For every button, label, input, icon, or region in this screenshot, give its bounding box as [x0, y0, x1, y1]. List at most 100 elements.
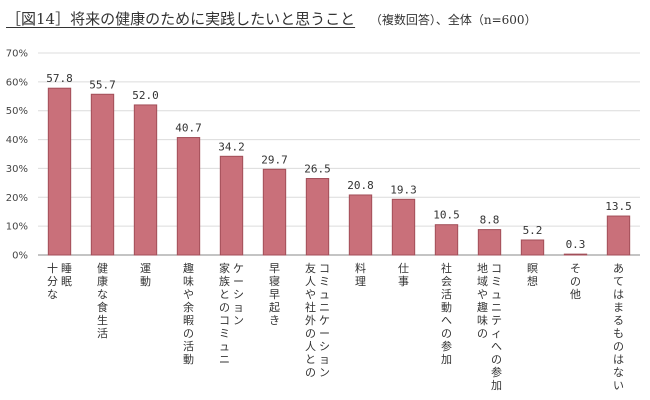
- category-label: 社: [305, 300, 316, 314]
- chart-title-block: ［図14］将来の健康のために実践したいと思うこと （複数回答）、全体（n=600…: [6, 8, 537, 29]
- category-label: や: [477, 288, 488, 301]
- y-tick-label: 30%: [6, 164, 28, 175]
- category-label: 活: [97, 327, 108, 340]
- category-label: 活: [441, 288, 452, 301]
- data-label: 55.7: [89, 78, 116, 91]
- data-label: 57.8: [46, 72, 73, 85]
- category-label: の: [441, 327, 452, 340]
- category-label: 社: [441, 261, 452, 275]
- bar: [391, 198, 416, 256]
- category-label: 暇: [183, 314, 194, 327]
- category-label: あ: [613, 262, 624, 275]
- data-label: 10.5: [433, 209, 460, 222]
- category-label: 域: [477, 275, 488, 288]
- category-label: 寝: [269, 274, 280, 288]
- category-label: ミ: [219, 327, 230, 340]
- category-label: ー: [233, 275, 244, 288]
- category-label: シ: [319, 340, 330, 353]
- category-label: 睡: [61, 262, 72, 275]
- category-label: ィ: [491, 327, 502, 340]
- category-label: 族: [219, 274, 230, 288]
- category-label: ニ: [319, 301, 330, 314]
- category-label: 想: [527, 274, 538, 288]
- category-label: 分: [47, 275, 58, 288]
- category-label: 参: [491, 365, 502, 379]
- category-label: や: [305, 288, 316, 301]
- category-label: ニ: [219, 353, 230, 366]
- y-axis: 0% 10% 20% 30% 40% 50% 60% 70%: [6, 49, 28, 262]
- category-label: て: [613, 275, 624, 288]
- category-label: コ: [491, 262, 502, 275]
- category-label: 健: [97, 262, 108, 275]
- data-label: 34.2: [218, 140, 245, 153]
- category-label: ま: [613, 301, 624, 314]
- y-tick-label: 20%: [6, 193, 28, 204]
- category-label: ョ: [233, 301, 244, 314]
- category-label: ョ: [319, 353, 330, 366]
- category-label: そ: [570, 262, 581, 275]
- category-label: 会: [441, 275, 452, 288]
- category-label: 事: [398, 275, 409, 288]
- data-label: 5.2: [523, 224, 543, 237]
- category-label: 理: [355, 275, 366, 288]
- y-tick-label: 60%: [6, 77, 28, 88]
- category-label: コ: [219, 314, 230, 327]
- bar: [348, 194, 373, 256]
- bar: [90, 93, 115, 256]
- category-label: 動: [183, 352, 194, 366]
- category-label: の: [491, 353, 502, 366]
- y-tick-label: 40%: [6, 135, 28, 146]
- category-label: ミ: [319, 275, 330, 288]
- category-label: も: [613, 327, 624, 340]
- category-label: 動: [140, 274, 151, 288]
- gridlines: [38, 52, 640, 256]
- category-label: 余: [183, 300, 194, 314]
- data-label: 40.7: [175, 122, 202, 135]
- category-label: 活: [183, 340, 194, 353]
- category-label: ミ: [491, 275, 502, 288]
- data-label: 20.8: [347, 179, 374, 192]
- y-tick-label: 10%: [6, 222, 28, 233]
- category-label: シ: [233, 288, 244, 301]
- category-label: 起: [269, 301, 280, 314]
- category-label: ケ: [233, 262, 244, 275]
- category-label: の: [305, 366, 316, 379]
- category-label: 他: [570, 288, 581, 301]
- category-label: の: [477, 327, 488, 340]
- bar: [133, 104, 158, 256]
- category-label: き: [269, 314, 280, 327]
- y-tick-label: 0%: [12, 251, 28, 262]
- category-label: 生: [97, 313, 108, 327]
- category-label: 趣: [477, 300, 488, 314]
- data-label: 0.3: [566, 238, 586, 251]
- category-label: の: [570, 275, 581, 288]
- data-label: 13.5: [605, 200, 632, 213]
- category-label: へ: [441, 314, 452, 327]
- category-label: へ: [491, 340, 502, 353]
- category-label: コ: [319, 262, 330, 275]
- category-label: ー: [319, 327, 330, 340]
- category-label: の: [613, 340, 624, 353]
- category-label: ケ: [319, 314, 330, 327]
- category-label: 趣: [183, 261, 194, 275]
- bar: [563, 253, 588, 256]
- data-label: 8.8: [480, 214, 500, 227]
- category-label: な: [47, 288, 58, 301]
- category-label: と: [305, 353, 316, 366]
- category-label: 味: [477, 314, 488, 327]
- category-label: ュ: [219, 340, 230, 353]
- category-label: 早: [269, 262, 280, 275]
- data-label: 29.7: [261, 153, 288, 166]
- bar: [520, 239, 545, 256]
- bar: [262, 168, 287, 256]
- category-label: 動: [441, 300, 452, 314]
- category-label: 早: [269, 288, 280, 301]
- category-label: 家: [219, 261, 230, 275]
- category-label: の: [183, 327, 194, 340]
- category-label: 加: [441, 353, 452, 366]
- category-label: 料: [355, 261, 366, 275]
- data-labels: 57.8 55.7 52.0 40.7 34.2 29.7 26.5 20.8 19.3 10.5…: [46, 72, 632, 251]
- category-label: 地: [477, 262, 488, 275]
- category-label: 外: [305, 314, 316, 327]
